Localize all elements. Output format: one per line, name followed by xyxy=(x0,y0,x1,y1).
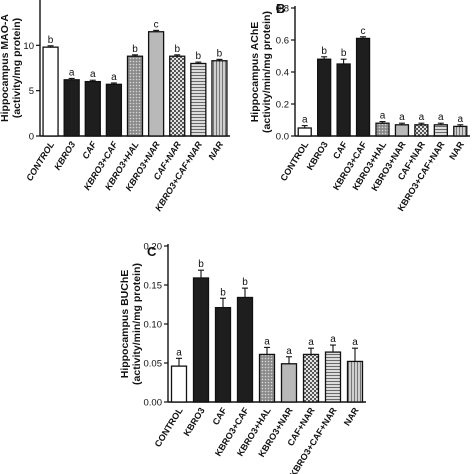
bar-control xyxy=(42,46,59,137)
bar-nar xyxy=(453,125,468,137)
bar-kbro3-caf-nar xyxy=(433,124,448,137)
significance-letter: b xyxy=(217,48,223,59)
x-tick-label: NAR xyxy=(206,139,225,161)
significance-letter: a xyxy=(111,72,117,83)
bar-kbro3-caf xyxy=(236,296,254,403)
significance-letter: a xyxy=(330,334,336,345)
significance-letter: a xyxy=(264,336,270,347)
x-tick-label: CONTROL xyxy=(24,140,56,183)
bar-kbro3-nar xyxy=(147,31,165,137)
bar-kbro3 xyxy=(317,58,332,137)
significance-letter: c xyxy=(361,26,366,37)
y-tick-label: 0.15 xyxy=(144,281,163,292)
y-tick-label: 10 xyxy=(23,41,34,52)
significance-letter: a xyxy=(176,347,182,358)
bar-kbro3-nar xyxy=(394,124,410,137)
bar-kbro3-caf-nar xyxy=(190,62,207,137)
significance-letter: a xyxy=(90,69,96,80)
bar-kbro3 xyxy=(63,79,80,137)
significance-letter: b xyxy=(198,259,204,270)
x-tick-label: CONTROL xyxy=(153,405,185,448)
bar-caf xyxy=(84,80,101,137)
y-tick-label: 0.05 xyxy=(144,359,163,370)
bar-kbro3-hal xyxy=(126,55,144,137)
significance-letter: b xyxy=(196,51,202,62)
bar-nar xyxy=(346,360,364,403)
significance-letter: b xyxy=(341,48,347,59)
significance-letter: a xyxy=(380,111,386,122)
y-axis-label: (activity/min/mg protein) xyxy=(261,11,273,133)
significance-letter: b xyxy=(321,46,327,57)
bar-kbro3 xyxy=(192,277,210,403)
bar-caf-nar xyxy=(414,124,429,137)
bar-caf xyxy=(336,63,351,137)
y-tick-label: 0.6 xyxy=(276,36,289,47)
y-tick-label: 0.8 xyxy=(276,4,289,15)
bar-caf-nar xyxy=(169,55,186,137)
bar-kbro3-nar xyxy=(280,363,298,403)
x-tick-label: KBRO3 xyxy=(182,406,207,438)
bar-kbro3-hal xyxy=(375,122,390,137)
panel-label: B xyxy=(276,1,285,16)
y-axis-label: (activity/mg protein) xyxy=(11,18,23,118)
significance-letter: a xyxy=(286,346,292,357)
bar-control xyxy=(297,127,312,137)
y-tick-label: 0.2 xyxy=(276,100,289,111)
significance-letter: a xyxy=(438,112,444,123)
panel-label: C xyxy=(147,244,157,259)
bar-nar xyxy=(211,60,228,137)
y-tick-label: 5 xyxy=(29,86,34,97)
x-tick-label: NAR xyxy=(342,405,361,427)
y-axis-label: (activity/min/mg protein) xyxy=(131,263,143,385)
bar-kbro3-hal xyxy=(258,353,276,403)
y-tick-label: 0 xyxy=(29,132,34,143)
significance-letter: b xyxy=(48,35,54,46)
y-axis-label: Hippocampus MAO-A xyxy=(0,14,11,122)
x-tick-label: CAF xyxy=(80,139,99,160)
significance-letter: a xyxy=(352,337,358,348)
chart-panel-mao: 0 5 10 Hippocampus MAO-A (activity/mg protei… xyxy=(0,0,230,213)
significance-letter: b xyxy=(174,44,180,55)
x-tick-label: CAF xyxy=(331,139,350,160)
significance-letter: a xyxy=(399,112,405,123)
significance-letter: a xyxy=(419,112,425,123)
y-tick-label: 0.4 xyxy=(276,68,289,79)
significance-letter: b xyxy=(242,277,248,288)
bar-kbro3-caf xyxy=(355,37,371,137)
significance-letter: b xyxy=(220,287,226,298)
significance-letter: a xyxy=(69,67,75,78)
x-tick-label: KBRO3 xyxy=(52,140,77,172)
bar-control xyxy=(170,365,188,403)
y-tick-label: 0.0 xyxy=(276,132,289,143)
chart-panel-ache: 0.0 0.2 0.4 0.6 0.8 Hippocampus AChE (activity… xyxy=(249,1,470,213)
y-tick-label: 0.10 xyxy=(144,320,163,331)
y-axis-label: Hippocampus BUChE xyxy=(119,270,131,379)
y-axis-label: Hippocampus AChE xyxy=(249,22,261,123)
bar-kbro3-caf xyxy=(105,83,123,137)
bar-kbro3-caf-nar xyxy=(324,351,342,403)
significance-letter: b xyxy=(132,44,138,55)
significance-letter: a xyxy=(302,115,308,126)
significance-letter: a xyxy=(457,114,463,125)
chart-panel-buche: 0.00 0.05 0.10 0.15 0.20 Hippocampus BUChE (ac… xyxy=(119,242,366,474)
x-tick-label: CAF xyxy=(210,405,229,426)
x-tick-label: CONTROL xyxy=(278,139,310,182)
y-tick-label: 0.00 xyxy=(144,398,163,409)
significance-letter: c xyxy=(154,19,159,30)
y-tick-label: 0.20 xyxy=(144,242,163,253)
x-tick-label: NAR xyxy=(447,139,466,161)
bar-caf xyxy=(214,306,232,403)
bar-caf-nar xyxy=(302,353,320,403)
significance-letter: a xyxy=(308,337,314,348)
